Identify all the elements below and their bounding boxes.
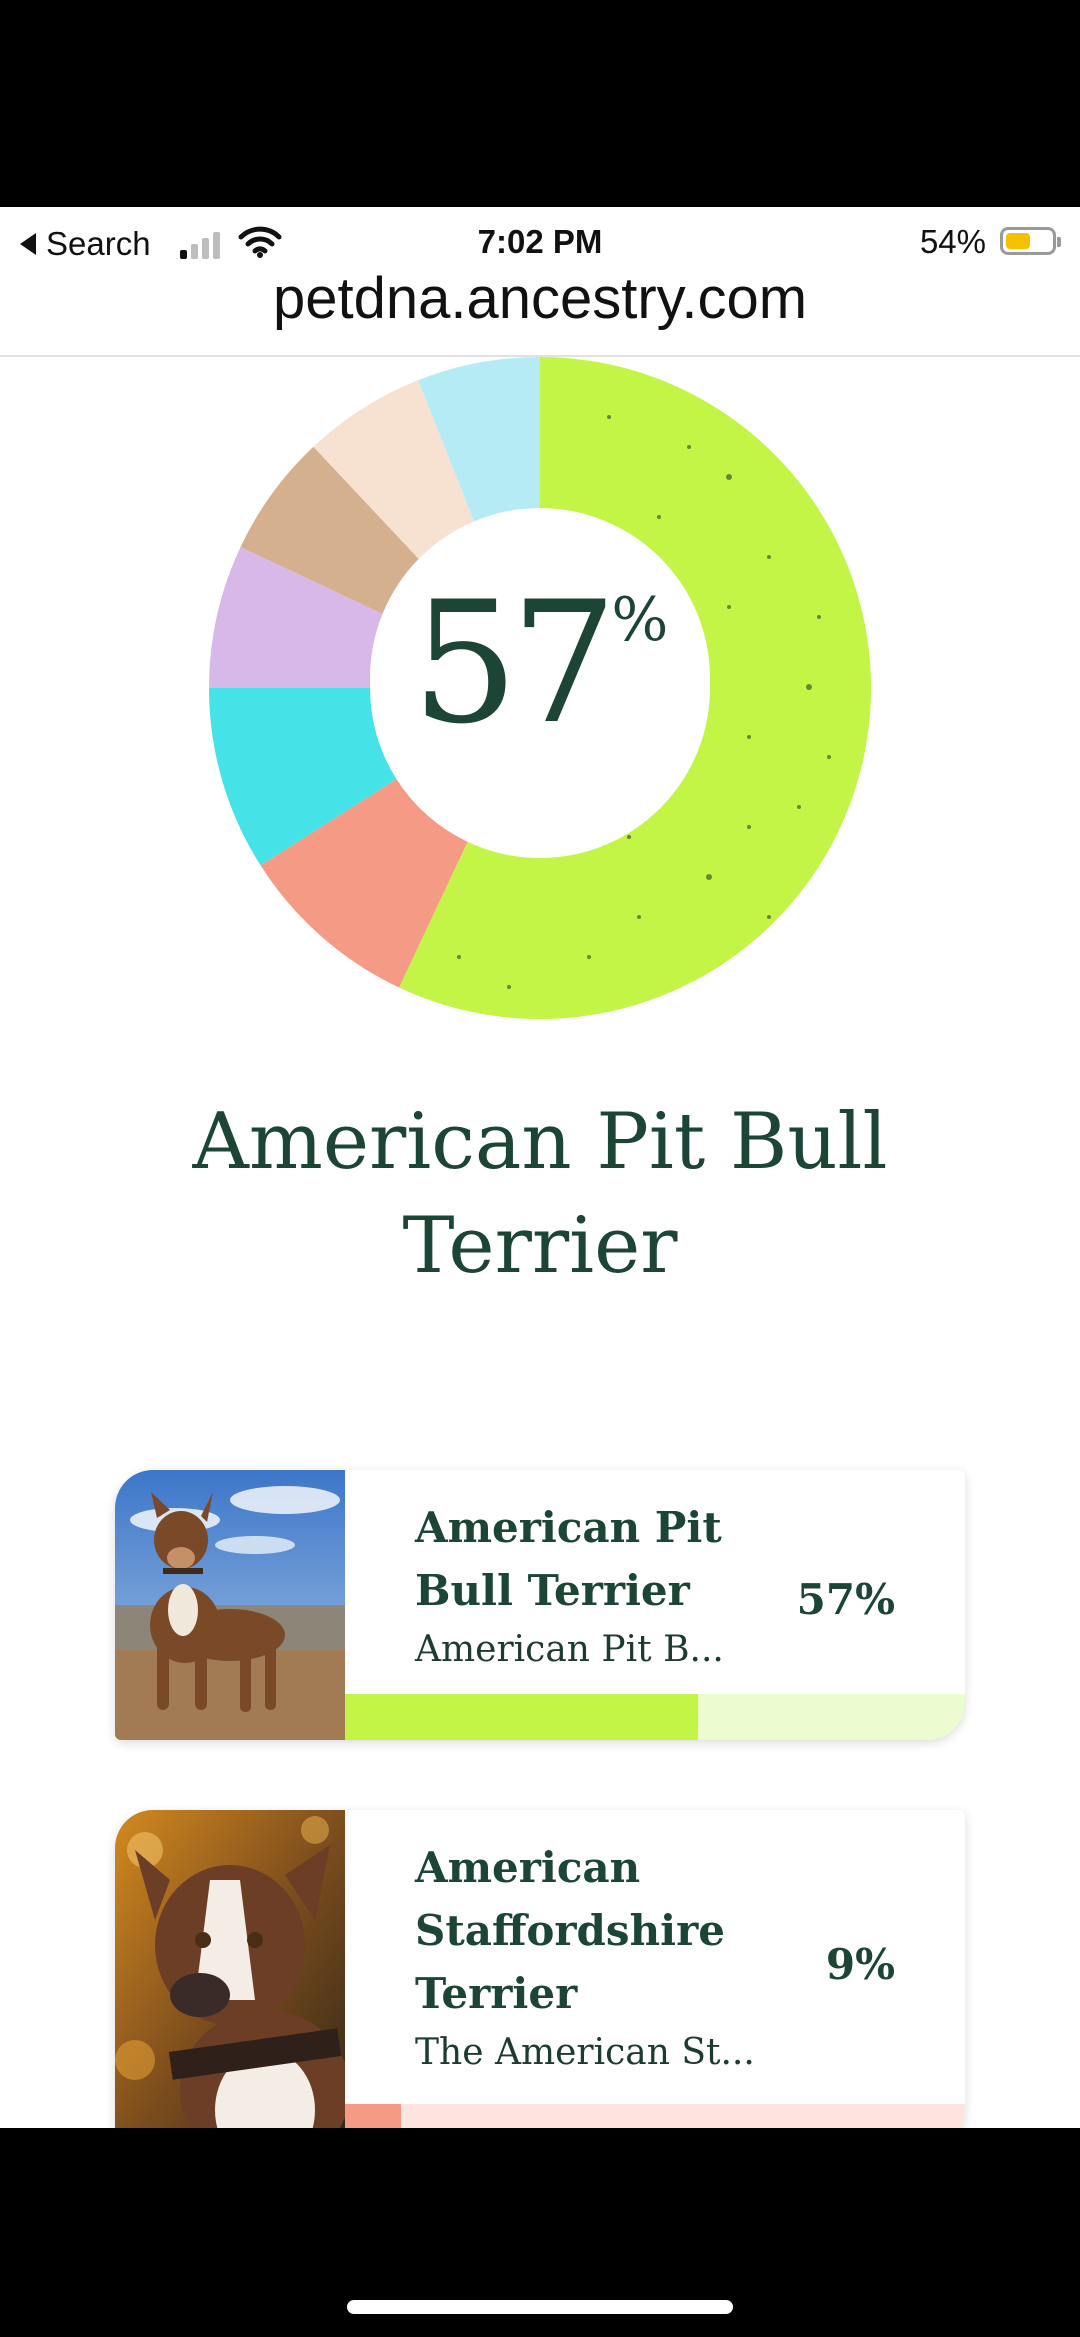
breed-photo <box>115 1810 345 2150</box>
cellular-signal-icon <box>180 231 220 259</box>
breed-card[interactable]: American Pit Bull Terrier American Pit B… <box>115 1470 965 1740</box>
donut-center-unit: % <box>611 585 669 655</box>
donut-speckle <box>797 805 801 809</box>
breed-percentage: 9% <box>825 1940 895 1989</box>
donut-center-value: 57 <box>411 565 618 761</box>
donut-segment <box>209 547 387 688</box>
breed-name-line: Staffordshire <box>415 1906 725 1955</box>
breed-name: American Staffordshire Terrier <box>415 1836 815 2025</box>
breed-name-line: American Pit <box>415 1503 722 1552</box>
breed-info: American Staffordshire Terrier The Ameri… <box>415 1836 815 2081</box>
breed-percentage-bar <box>345 1694 965 1740</box>
donut-speckle <box>657 515 661 519</box>
donut-speckle <box>767 915 771 919</box>
breed-photo <box>115 1470 345 1740</box>
donut-speckle <box>727 605 731 609</box>
url-bar[interactable]: petdna.ancestry.com <box>272 266 808 331</box>
donut-speckle <box>817 615 821 619</box>
breed-name-line: Bull Terrier <box>415 1566 690 1615</box>
donut-speckle <box>637 915 641 919</box>
breed-info: American Pit Bull Terrier American Pit B… <box>415 1496 815 1678</box>
breed-description: American Pit B... <box>415 1629 724 1670</box>
donut-speckle <box>806 684 812 690</box>
url-divider <box>0 355 1080 357</box>
home-indicator[interactable] <box>347 2300 733 2314</box>
donut-speckle <box>627 835 631 839</box>
donut-speckle <box>607 415 611 419</box>
battery-icon <box>1000 227 1061 255</box>
donut-speckle <box>457 955 461 959</box>
donut-center-percentage: 57% <box>370 565 710 761</box>
donut-speckle <box>747 825 751 829</box>
donut-segment <box>240 446 424 616</box>
donut-segment <box>399 357 871 1019</box>
battery-percentage: 54% <box>919 223 986 260</box>
donut-segment <box>313 380 478 565</box>
donut-segment <box>209 688 397 866</box>
breed-name: American Pit Bull Terrier <box>415 1496 815 1622</box>
donut-speckle <box>767 555 771 559</box>
breed-name-line: American <box>415 1843 641 1892</box>
ancestry-donut-chart <box>209 357 871 1019</box>
back-arrow-icon <box>20 233 36 255</box>
breed-card[interactable]: American Staffordshire Terrier The Ameri… <box>115 1810 965 2150</box>
donut-speckle <box>726 474 732 480</box>
donut-speckle <box>747 735 751 739</box>
donut-speckle <box>687 445 691 449</box>
status-bar: Search 7:02 PM 54% <box>0 207 1080 267</box>
wifi-icon <box>238 226 282 258</box>
back-label: Search <box>46 225 151 262</box>
donut-speckle <box>507 985 511 989</box>
top-bezel <box>0 0 1080 207</box>
donut-center <box>370 508 710 848</box>
donut-speckle <box>706 874 712 880</box>
donut-speckle <box>587 955 591 959</box>
status-time: 7:02 PM <box>477 223 603 260</box>
donut-segment <box>260 779 468 988</box>
breed-percentage-bar-fill <box>345 1694 699 1740</box>
breed-name-line: Terrier <box>415 1969 578 2018</box>
breed-percentage: 57% <box>796 1575 895 1624</box>
donut-speckle <box>827 755 831 759</box>
breed-description: The American St... <box>415 2032 755 2073</box>
top-breed-title: American Pit Bull Terrier <box>192 1097 888 1291</box>
donut-segment <box>418 357 540 530</box>
back-to-search-button[interactable]: Search <box>20 225 151 263</box>
